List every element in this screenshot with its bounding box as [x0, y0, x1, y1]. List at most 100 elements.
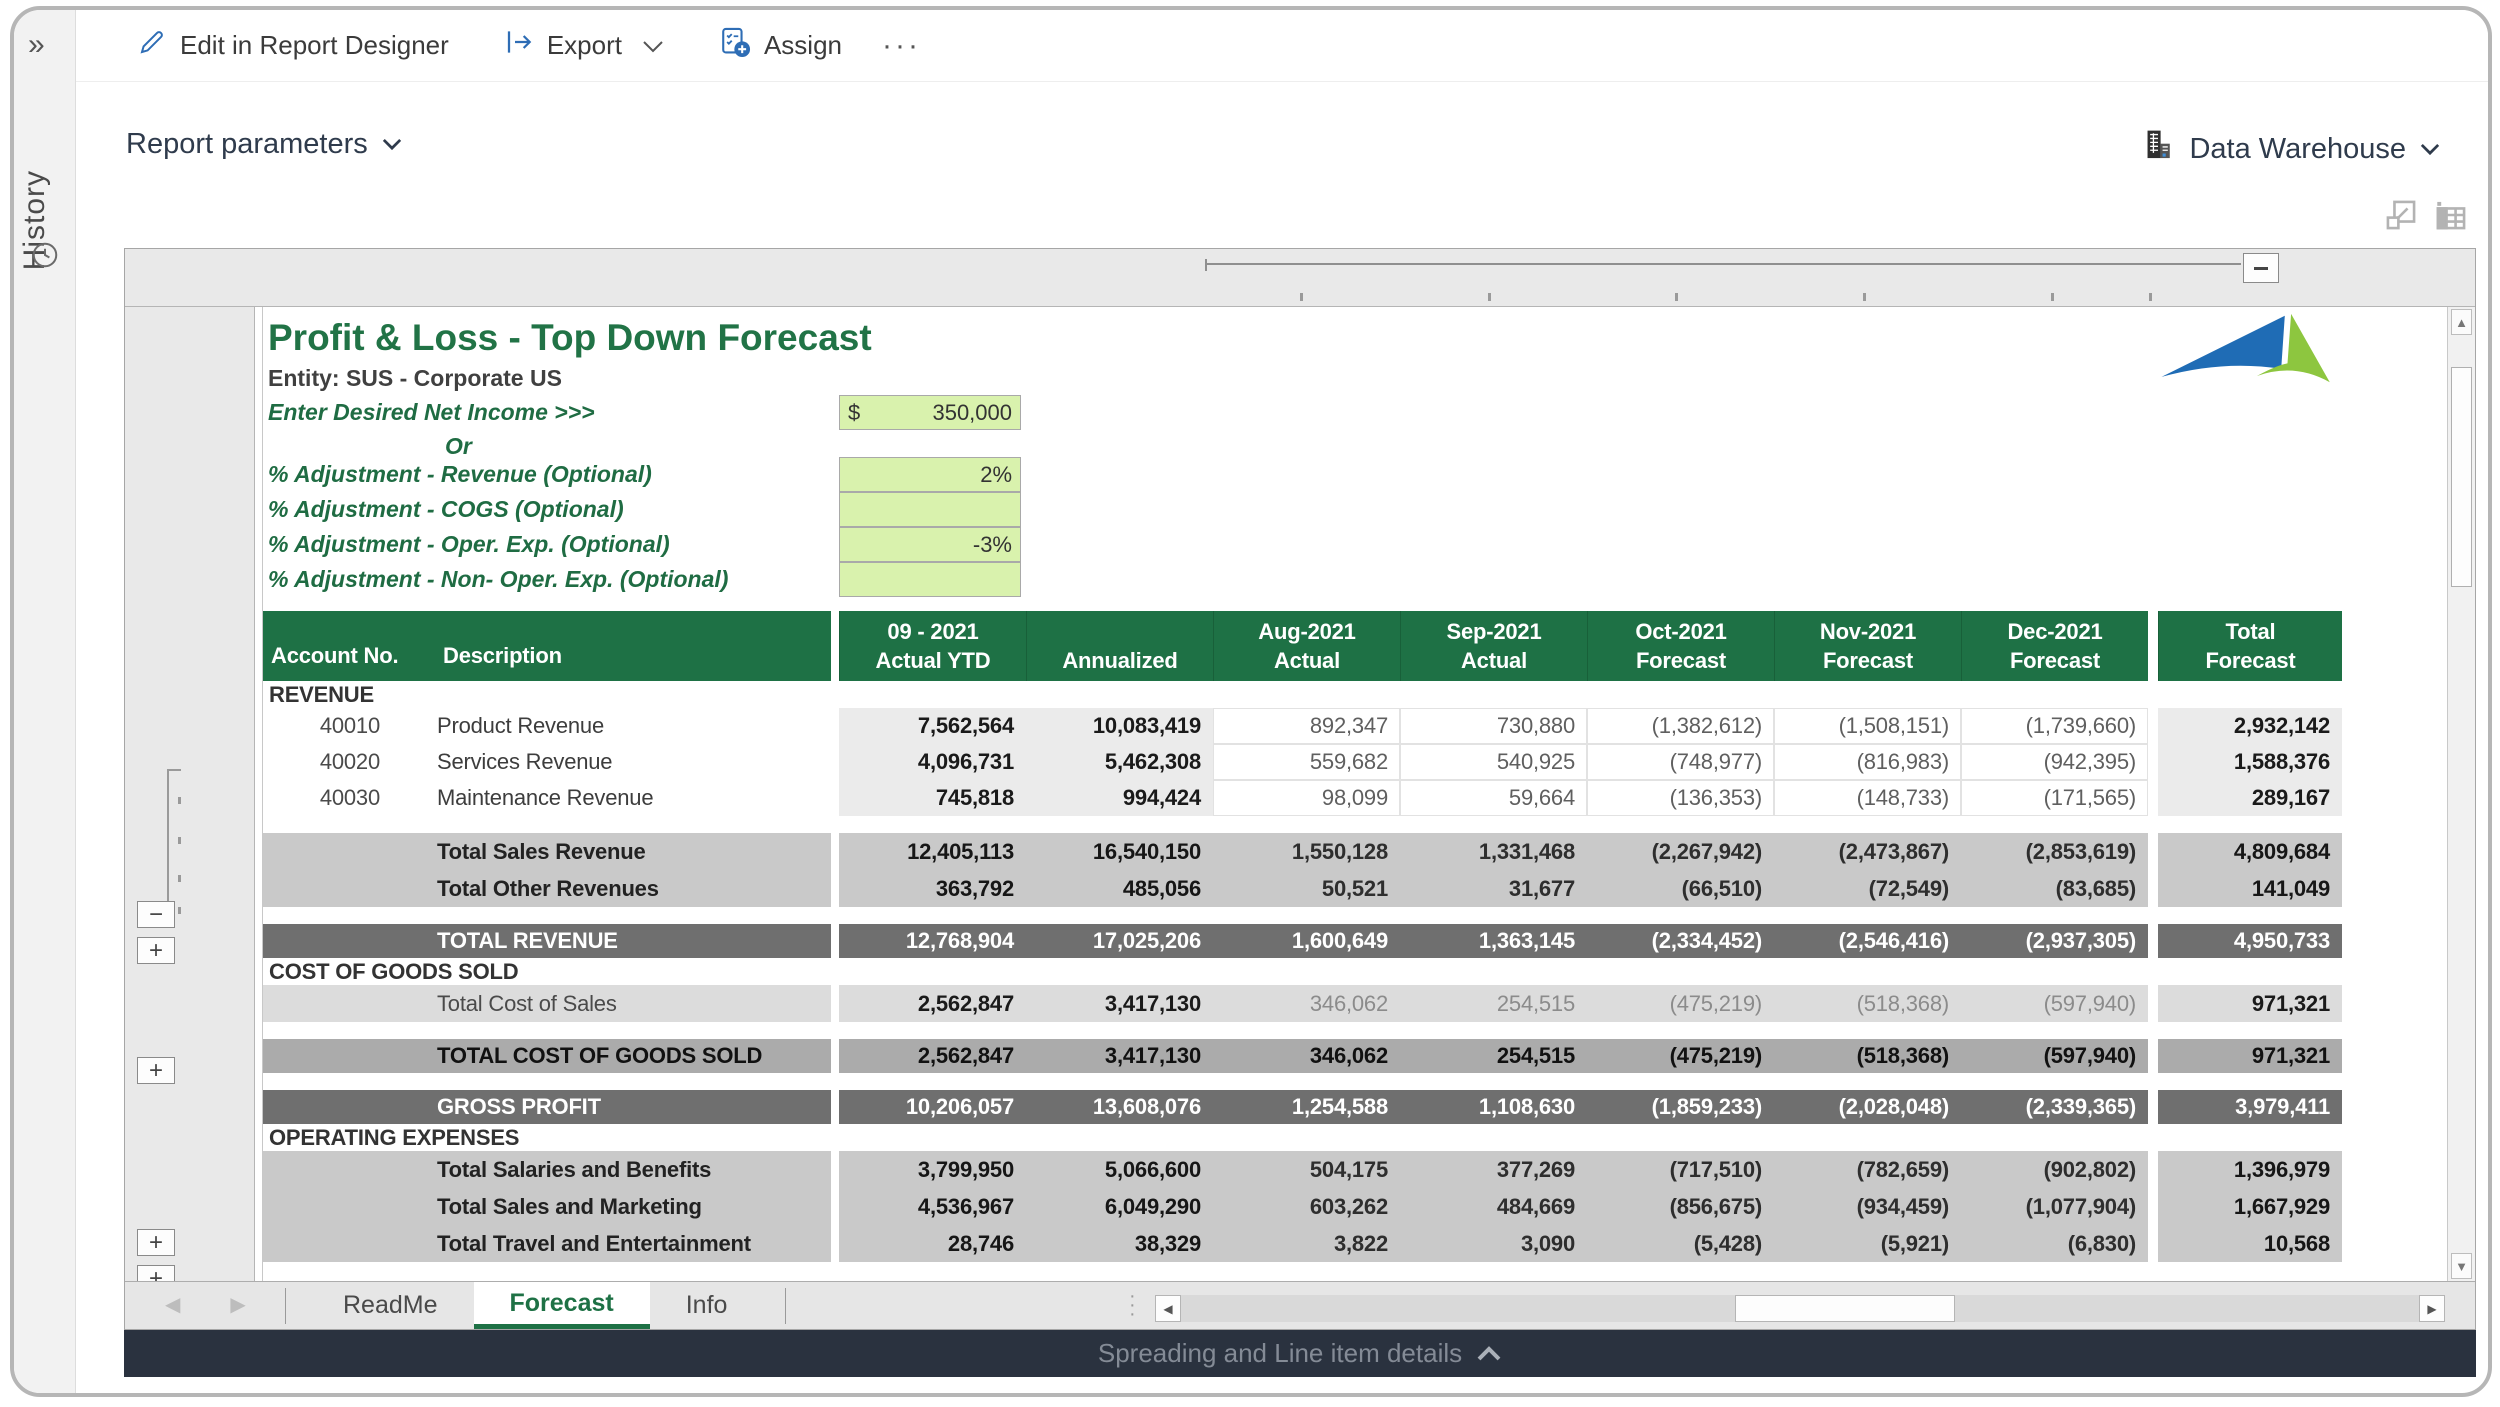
table-cell[interactable]: 5,066,600: [1026, 1151, 1213, 1188]
net-income-input[interactable]: $350,000: [839, 395, 1021, 430]
table-cell[interactable]: 254,515: [1400, 985, 1587, 1022]
scroll-down-button[interactable]: ▼: [2451, 1253, 2472, 1279]
table-cell[interactable]: Total Sales Revenue: [435, 833, 831, 870]
table-cell[interactable]: [263, 924, 435, 958]
table-cell[interactable]: 3,417,130: [1026, 1039, 1213, 1073]
table-cell[interactable]: (2,546,416): [1774, 924, 1961, 958]
table-cell[interactable]: (171,565): [1961, 780, 2148, 816]
table-cell[interactable]: 484,669: [1400, 1188, 1587, 1225]
table-cell[interactable]: 2,932,142: [2158, 708, 2342, 744]
table-cell[interactable]: 1,108,630: [1400, 1090, 1587, 1124]
table-cell[interactable]: [263, 1225, 435, 1262]
scroll-left-button[interactable]: ◀: [1155, 1295, 1181, 1322]
table-cell[interactable]: 730,880: [1400, 708, 1587, 744]
table-cell[interactable]: 98,099: [1213, 780, 1400, 816]
table-cell[interactable]: 1,331,468: [1400, 833, 1587, 870]
table-cell[interactable]: 377,269: [1400, 1151, 1587, 1188]
table-cell[interactable]: (475,219): [1587, 1039, 1774, 1073]
table-cell[interactable]: (66,510): [1587, 870, 1774, 907]
table-cell[interactable]: (5,921): [1774, 1225, 1961, 1262]
table-cell[interactable]: (83,685): [1961, 870, 2148, 907]
table-cell[interactable]: 10,206,057: [839, 1090, 1026, 1124]
table-cell[interactable]: (748,977): [1587, 744, 1774, 780]
table-cell[interactable]: 12,405,113: [839, 833, 1026, 870]
table-cell[interactable]: 4,809,684: [2158, 833, 2342, 870]
expand-rows-button[interactable]: +: [137, 1229, 175, 1256]
column-header[interactable]: Sep-2021Actual: [1400, 611, 1587, 681]
popout-icon[interactable]: [2384, 198, 2418, 237]
table-cell[interactable]: Total Other Revenues: [435, 870, 831, 907]
table-cell[interactable]: 603,262: [1213, 1188, 1400, 1225]
table-cell[interactable]: 3,417,130: [1026, 985, 1213, 1022]
table-cell[interactable]: 3,979,411: [2158, 1090, 2342, 1124]
table-cell[interactable]: Total Travel and Entertainment: [435, 1225, 831, 1262]
table-cell[interactable]: (902,802): [1961, 1151, 2148, 1188]
tab-forecast[interactable]: Forecast: [474, 1282, 650, 1329]
column-header[interactable]: Annualized: [1026, 611, 1213, 681]
table-cell[interactable]: (2,028,048): [1774, 1090, 1961, 1124]
table-cell[interactable]: [263, 833, 435, 870]
table-cell[interactable]: [263, 1188, 435, 1225]
table-cell[interactable]: [263, 1151, 435, 1188]
table-cell[interactable]: (2,473,867): [1774, 833, 1961, 870]
table-cell[interactable]: 4,950,733: [2158, 924, 2342, 958]
table-cell[interactable]: 892,347: [1213, 708, 1400, 744]
more-options-button[interactable]: ···: [882, 29, 921, 63]
table-cell[interactable]: (5,428): [1587, 1225, 1774, 1262]
table-cell[interactable]: (475,219): [1587, 985, 1774, 1022]
table-cell[interactable]: 141,049: [2158, 870, 2342, 907]
adj-revenue-input[interactable]: 2%: [839, 457, 1021, 492]
table-cell[interactable]: 4,536,967: [839, 1188, 1026, 1225]
expand-rows-button[interactable]: +: [137, 937, 175, 964]
table-cell[interactable]: [263, 1039, 435, 1073]
table-cell[interactable]: 1,600,649: [1213, 924, 1400, 958]
table-cell[interactable]: (597,940): [1961, 985, 2148, 1022]
column-header[interactable]: Aug-2021Actual: [1213, 611, 1400, 681]
table-cell[interactable]: 971,321: [2158, 1039, 2342, 1073]
assign-button[interactable]: Assign: [718, 25, 842, 66]
table-cell[interactable]: Product Revenue: [435, 708, 831, 744]
table-cell[interactable]: 40020: [263, 744, 435, 780]
data-warehouse-dropdown[interactable]: Data Warehouse: [2141, 128, 2440, 170]
table-cell[interactable]: 2,562,847: [839, 985, 1026, 1022]
expand-rows-button[interactable]: +: [137, 1057, 175, 1084]
scroll-up-button[interactable]: ▲: [2451, 309, 2472, 335]
tab-info[interactable]: Info: [650, 1282, 764, 1329]
adj-opex-input[interactable]: -3%: [839, 527, 1021, 562]
table-cell[interactable]: 12,768,904: [839, 924, 1026, 958]
table-cell[interactable]: 289,167: [2158, 780, 2342, 816]
horizontal-scrollbar[interactable]: ◀ ▶: [1155, 1295, 2445, 1322]
table-cell[interactable]: 254,515: [1400, 1039, 1587, 1073]
table-cell[interactable]: (136,353): [1587, 780, 1774, 816]
table-cell[interactable]: 10,568: [2158, 1225, 2342, 1262]
table-cell[interactable]: 6,049,290: [1026, 1188, 1213, 1225]
table-cell[interactable]: (816,983): [1774, 744, 1961, 780]
table-cell[interactable]: 16,540,150: [1026, 833, 1213, 870]
table-cell[interactable]: 1,550,128: [1213, 833, 1400, 870]
table-cell[interactable]: 50,521: [1213, 870, 1400, 907]
table-cell[interactable]: 38,329: [1026, 1225, 1213, 1262]
table-cell[interactable]: 5,462,308: [1026, 744, 1213, 780]
expand-panel-icon[interactable]: »: [28, 28, 45, 62]
table-cell[interactable]: [263, 985, 435, 1022]
table-cell[interactable]: 10,083,419: [1026, 708, 1213, 744]
table-cell[interactable]: TOTAL COST OF GOODS SOLD: [435, 1039, 831, 1073]
adj-cogs-input[interactable]: [839, 492, 1021, 527]
table-cell[interactable]: (518,368): [1774, 1039, 1961, 1073]
table-cell[interactable]: Total Sales and Marketing: [435, 1188, 831, 1225]
table-cell[interactable]: 346,062: [1213, 1039, 1400, 1073]
adj-nonopex-input[interactable]: [839, 562, 1021, 597]
table-cell[interactable]: [263, 870, 435, 907]
table-cell[interactable]: 1,667,929: [2158, 1188, 2342, 1225]
table-cell[interactable]: 40010: [263, 708, 435, 744]
export-button[interactable]: Export: [503, 26, 664, 65]
column-header[interactable]: 09 - 2021Actual YTD: [839, 611, 1026, 681]
table-cell[interactable]: (1,382,612): [1587, 708, 1774, 744]
spreading-details-toggle[interactable]: Spreading and Line item details: [124, 1330, 2476, 1377]
table-cell[interactable]: 1,396,979: [2158, 1151, 2342, 1188]
scroll-right-button[interactable]: ▶: [2419, 1295, 2445, 1322]
table-cell[interactable]: 504,175: [1213, 1151, 1400, 1188]
table-cell[interactable]: (2,339,365): [1961, 1090, 2148, 1124]
table-cell[interactable]: 1,254,588: [1213, 1090, 1400, 1124]
table-cell[interactable]: (597,940): [1961, 1039, 2148, 1073]
